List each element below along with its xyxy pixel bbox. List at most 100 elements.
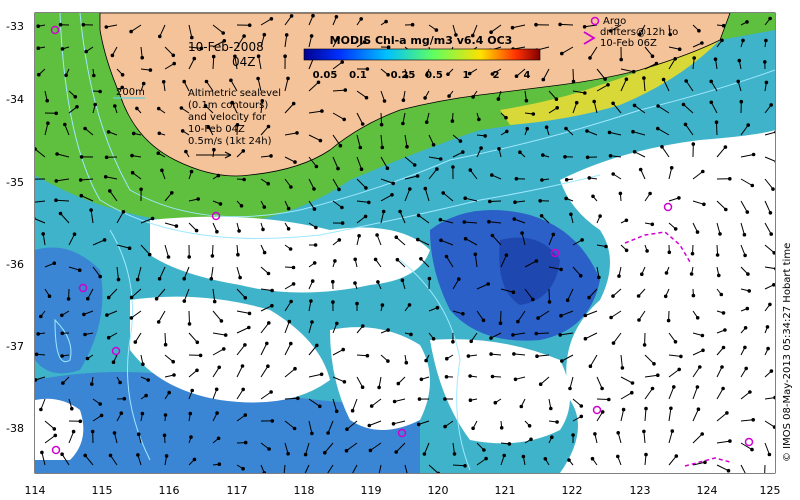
velocity-arrow-head bbox=[380, 303, 385, 307]
velocity-arrow-head bbox=[286, 76, 290, 81]
velocity-arrow-head bbox=[560, 359, 564, 363]
velocity-arrow-head bbox=[336, 166, 340, 171]
velocity-arrow-head bbox=[701, 169, 705, 174]
velocity-arrow-head bbox=[334, 14, 339, 19]
velocity-arrow bbox=[764, 442, 770, 455]
velocity-arrow bbox=[548, 234, 554, 246]
velocity-arrow-head bbox=[569, 212, 573, 217]
velocity-arrow bbox=[68, 266, 80, 271]
velocity-arrow-head bbox=[247, 325, 251, 330]
velocity-arrow-head bbox=[192, 56, 197, 61]
velocity-arrow-head bbox=[504, 253, 509, 257]
velocity-arrow bbox=[644, 63, 657, 70]
velocity-arrow bbox=[211, 244, 214, 256]
land bbox=[99, 13, 731, 177]
velocity-arrow bbox=[764, 131, 775, 136]
velocity-arrow bbox=[452, 464, 466, 467]
velocity-arrow-head bbox=[313, 243, 318, 247]
velocity-arrow-head bbox=[381, 209, 386, 214]
velocity-arrow-head bbox=[144, 393, 148, 398]
velocity-arrow bbox=[212, 40, 225, 48]
velocity-arrow-head bbox=[269, 17, 274, 21]
velocity-arrow-head bbox=[415, 174, 420, 178]
velocity-arrow-head bbox=[750, 447, 754, 452]
velocity-arrow bbox=[668, 46, 680, 50]
velocity-arrow-head bbox=[36, 332, 41, 336]
velocity-arrow bbox=[346, 420, 358, 430]
velocity-arrow bbox=[740, 391, 751, 400]
velocity-arrow bbox=[231, 102, 238, 114]
velocity-arrow-head bbox=[656, 126, 660, 131]
velocity-arrow-head bbox=[237, 229, 241, 233]
velocity-arrow-head bbox=[544, 125, 549, 129]
velocity-arrow-head bbox=[233, 54, 237, 59]
velocity-arrow-head bbox=[471, 95, 475, 99]
velocity-arrow bbox=[404, 175, 418, 180]
velocity-arrow-head bbox=[86, 296, 90, 301]
velocity-arrow bbox=[61, 453, 70, 466]
velocity-arrow bbox=[589, 354, 598, 367]
velocity-arrow-head bbox=[720, 38, 724, 43]
velocity-arrow bbox=[308, 134, 321, 142]
velocity-arrow bbox=[40, 398, 46, 410]
velocity-arrow bbox=[476, 283, 489, 290]
velocity-arrow bbox=[236, 344, 246, 356]
velocity-arrow-head bbox=[592, 99, 597, 104]
velocity-arrow-head bbox=[461, 150, 465, 154]
velocity-arrow-head bbox=[83, 332, 87, 337]
velocity-arrow-head bbox=[223, 333, 228, 337]
velocity-arrow-head bbox=[715, 253, 720, 257]
velocity-arrow bbox=[164, 244, 169, 258]
velocity-arrow bbox=[548, 266, 562, 270]
velocity-arrow-head bbox=[611, 341, 616, 345]
velocity-arrow bbox=[514, 218, 526, 224]
velocity-arrow-head bbox=[135, 106, 139, 111]
velocity-arrow-head bbox=[131, 131, 136, 136]
velocity-arrow-head bbox=[607, 130, 612, 135]
velocity-arrow bbox=[370, 442, 382, 451]
velocity-arrow-head bbox=[108, 453, 113, 458]
velocity-arrow-head bbox=[529, 437, 533, 442]
velocity-arrow-head bbox=[670, 429, 675, 433]
velocity-arrow bbox=[596, 68, 606, 80]
velocity-arrow-head bbox=[340, 60, 345, 64]
colorbar bbox=[303, 48, 541, 61]
velocity-arrow bbox=[236, 365, 243, 378]
velocity-arrow-head bbox=[269, 154, 273, 158]
velocity-arrow bbox=[399, 211, 406, 224]
velocity-arrow-head bbox=[171, 53, 176, 58]
velocity-arrow-head bbox=[256, 76, 260, 81]
velocity-arrow-head bbox=[295, 131, 299, 135]
velocity-arrow-head bbox=[416, 213, 421, 218]
velocity-arrow bbox=[500, 310, 502, 324]
velocity-arrow-head bbox=[187, 322, 192, 326]
velocity-arrow-head bbox=[636, 294, 641, 298]
velocity-arrow bbox=[260, 100, 263, 114]
velocity-arrow-head bbox=[764, 38, 768, 43]
velocity-arrow-head bbox=[314, 225, 318, 230]
argo-legend-line: drifters@12h to bbox=[600, 27, 678, 38]
velocity-arrow-head bbox=[435, 305, 440, 310]
velocity-arrow bbox=[356, 90, 367, 99]
velocity-arrow-head bbox=[216, 173, 221, 178]
velocity-arrow bbox=[632, 131, 646, 136]
velocity-arrow-head bbox=[291, 282, 296, 286]
velocity-arrow-head bbox=[157, 277, 162, 281]
velocity-arrow-head bbox=[674, 454, 679, 458]
velocity-arrow bbox=[188, 24, 193, 38]
velocity-arrow bbox=[593, 101, 598, 114]
lon-tick: 125 bbox=[760, 484, 781, 497]
velocity-arrow-head bbox=[642, 429, 646, 434]
velocity-arrow bbox=[284, 156, 296, 163]
lon-tick: 114 bbox=[25, 484, 46, 497]
velocity-arrow bbox=[524, 288, 534, 300]
velocity-arrow bbox=[536, 332, 550, 335]
velocity-arrow bbox=[283, 464, 286, 473]
velocity-arrow-head bbox=[140, 411, 145, 416]
velocity-arrow-head bbox=[681, 102, 686, 107]
velocity-arrow-head bbox=[588, 364, 593, 369]
velocity-arrow-head bbox=[54, 111, 59, 116]
velocity-arrow-head bbox=[174, 224, 179, 228]
velocity-arrow bbox=[613, 332, 622, 344]
velocity-arrow-head bbox=[386, 359, 390, 363]
